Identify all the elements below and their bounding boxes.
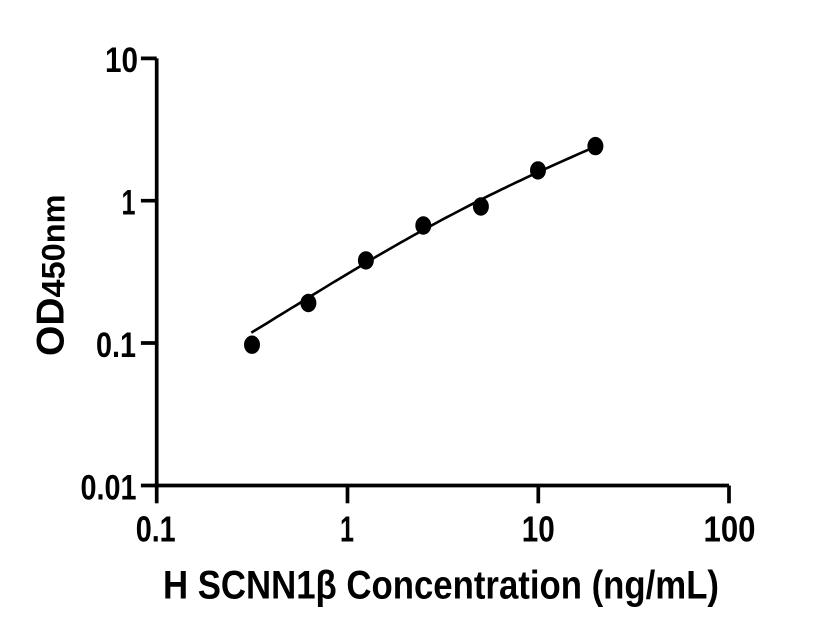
svg-text:0.1: 0.1 bbox=[96, 325, 136, 365]
svg-text:100: 100 bbox=[704, 509, 756, 550]
svg-text:OD450nm: OD450nm bbox=[29, 195, 72, 356]
svg-text:0.01: 0.01 bbox=[81, 467, 137, 507]
svg-text:1: 1 bbox=[122, 183, 136, 223]
svg-text:10: 10 bbox=[522, 509, 555, 550]
svg-text:H SCNN1β Concentration (ng/mL): H SCNN1β Concentration (ng/mL) bbox=[163, 563, 719, 607]
svg-text:0.1: 0.1 bbox=[136, 509, 176, 550]
svg-text:10: 10 bbox=[105, 40, 138, 80]
svg-text:1: 1 bbox=[340, 509, 354, 550]
